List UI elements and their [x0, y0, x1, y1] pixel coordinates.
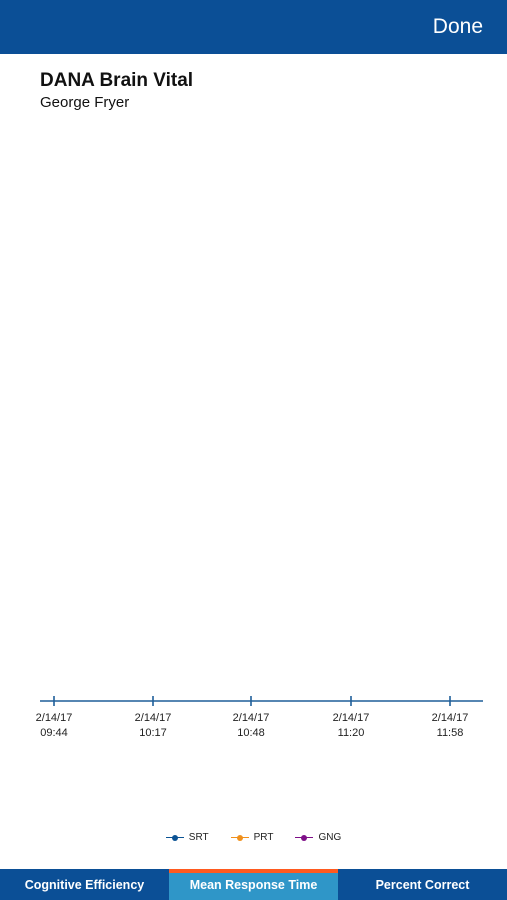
legend-label-gng: GNG: [318, 832, 342, 843]
legend-swatch-gng: [295, 833, 314, 843]
legend-item-gng: GNG: [295, 832, 341, 843]
legend-label-srt: SRT: [188, 832, 209, 843]
tab-bar: Cognitive Efficiency Mean Response Time Pe…: [0, 869, 507, 900]
x-tick-label-1-1: 10:17: [139, 727, 167, 739]
x-tick-label-1-0: 2/14/17: [135, 712, 172, 724]
legend-label-prt: PRT: [253, 832, 274, 843]
legend-item-srt: SRT: [165, 832, 209, 843]
tab-cognitive-efficiency[interactable]: Cognitive Efficiency: [24, 877, 145, 892]
x-tick-label-4-0: 2/14/17: [432, 712, 469, 724]
legend-swatch-srt: [165, 833, 184, 843]
chart-title: DANA Brain Vital: [40, 70, 194, 91]
x-tick-label-0-0: 2/14/17: [36, 712, 73, 724]
tab-mean-response-time[interactable]: Mean Response Time: [169, 869, 338, 900]
x-tick-label-2-0: 2/14/17: [233, 712, 270, 724]
x-tick-label-2-1: 10:48: [237, 727, 265, 739]
top-bar: Done: [0, 0, 507, 54]
x-tick-label-4-1: 11:58: [437, 727, 464, 739]
x-tick-label-0-1: 09:44: [40, 727, 68, 739]
line-chart: 2/14/17 09:44 2/14/17 10:17 2/14/17 10:48 2/14…: [36, 696, 483, 739]
legend-swatch-prt: [230, 833, 249, 843]
chart-legend: SRT PRT GNG: [0, 832, 507, 843]
done-button[interactable]: Done: [432, 15, 483, 38]
x-tick-label-3-0: 2/14/17: [333, 712, 370, 724]
patient-name: George Fryer: [40, 94, 130, 111]
legend-item-prt: PRT: [230, 832, 274, 843]
x-tick-label-3-1: 11:20: [338, 727, 365, 739]
tab-percent-correct[interactable]: Percent Correct: [375, 877, 470, 892]
